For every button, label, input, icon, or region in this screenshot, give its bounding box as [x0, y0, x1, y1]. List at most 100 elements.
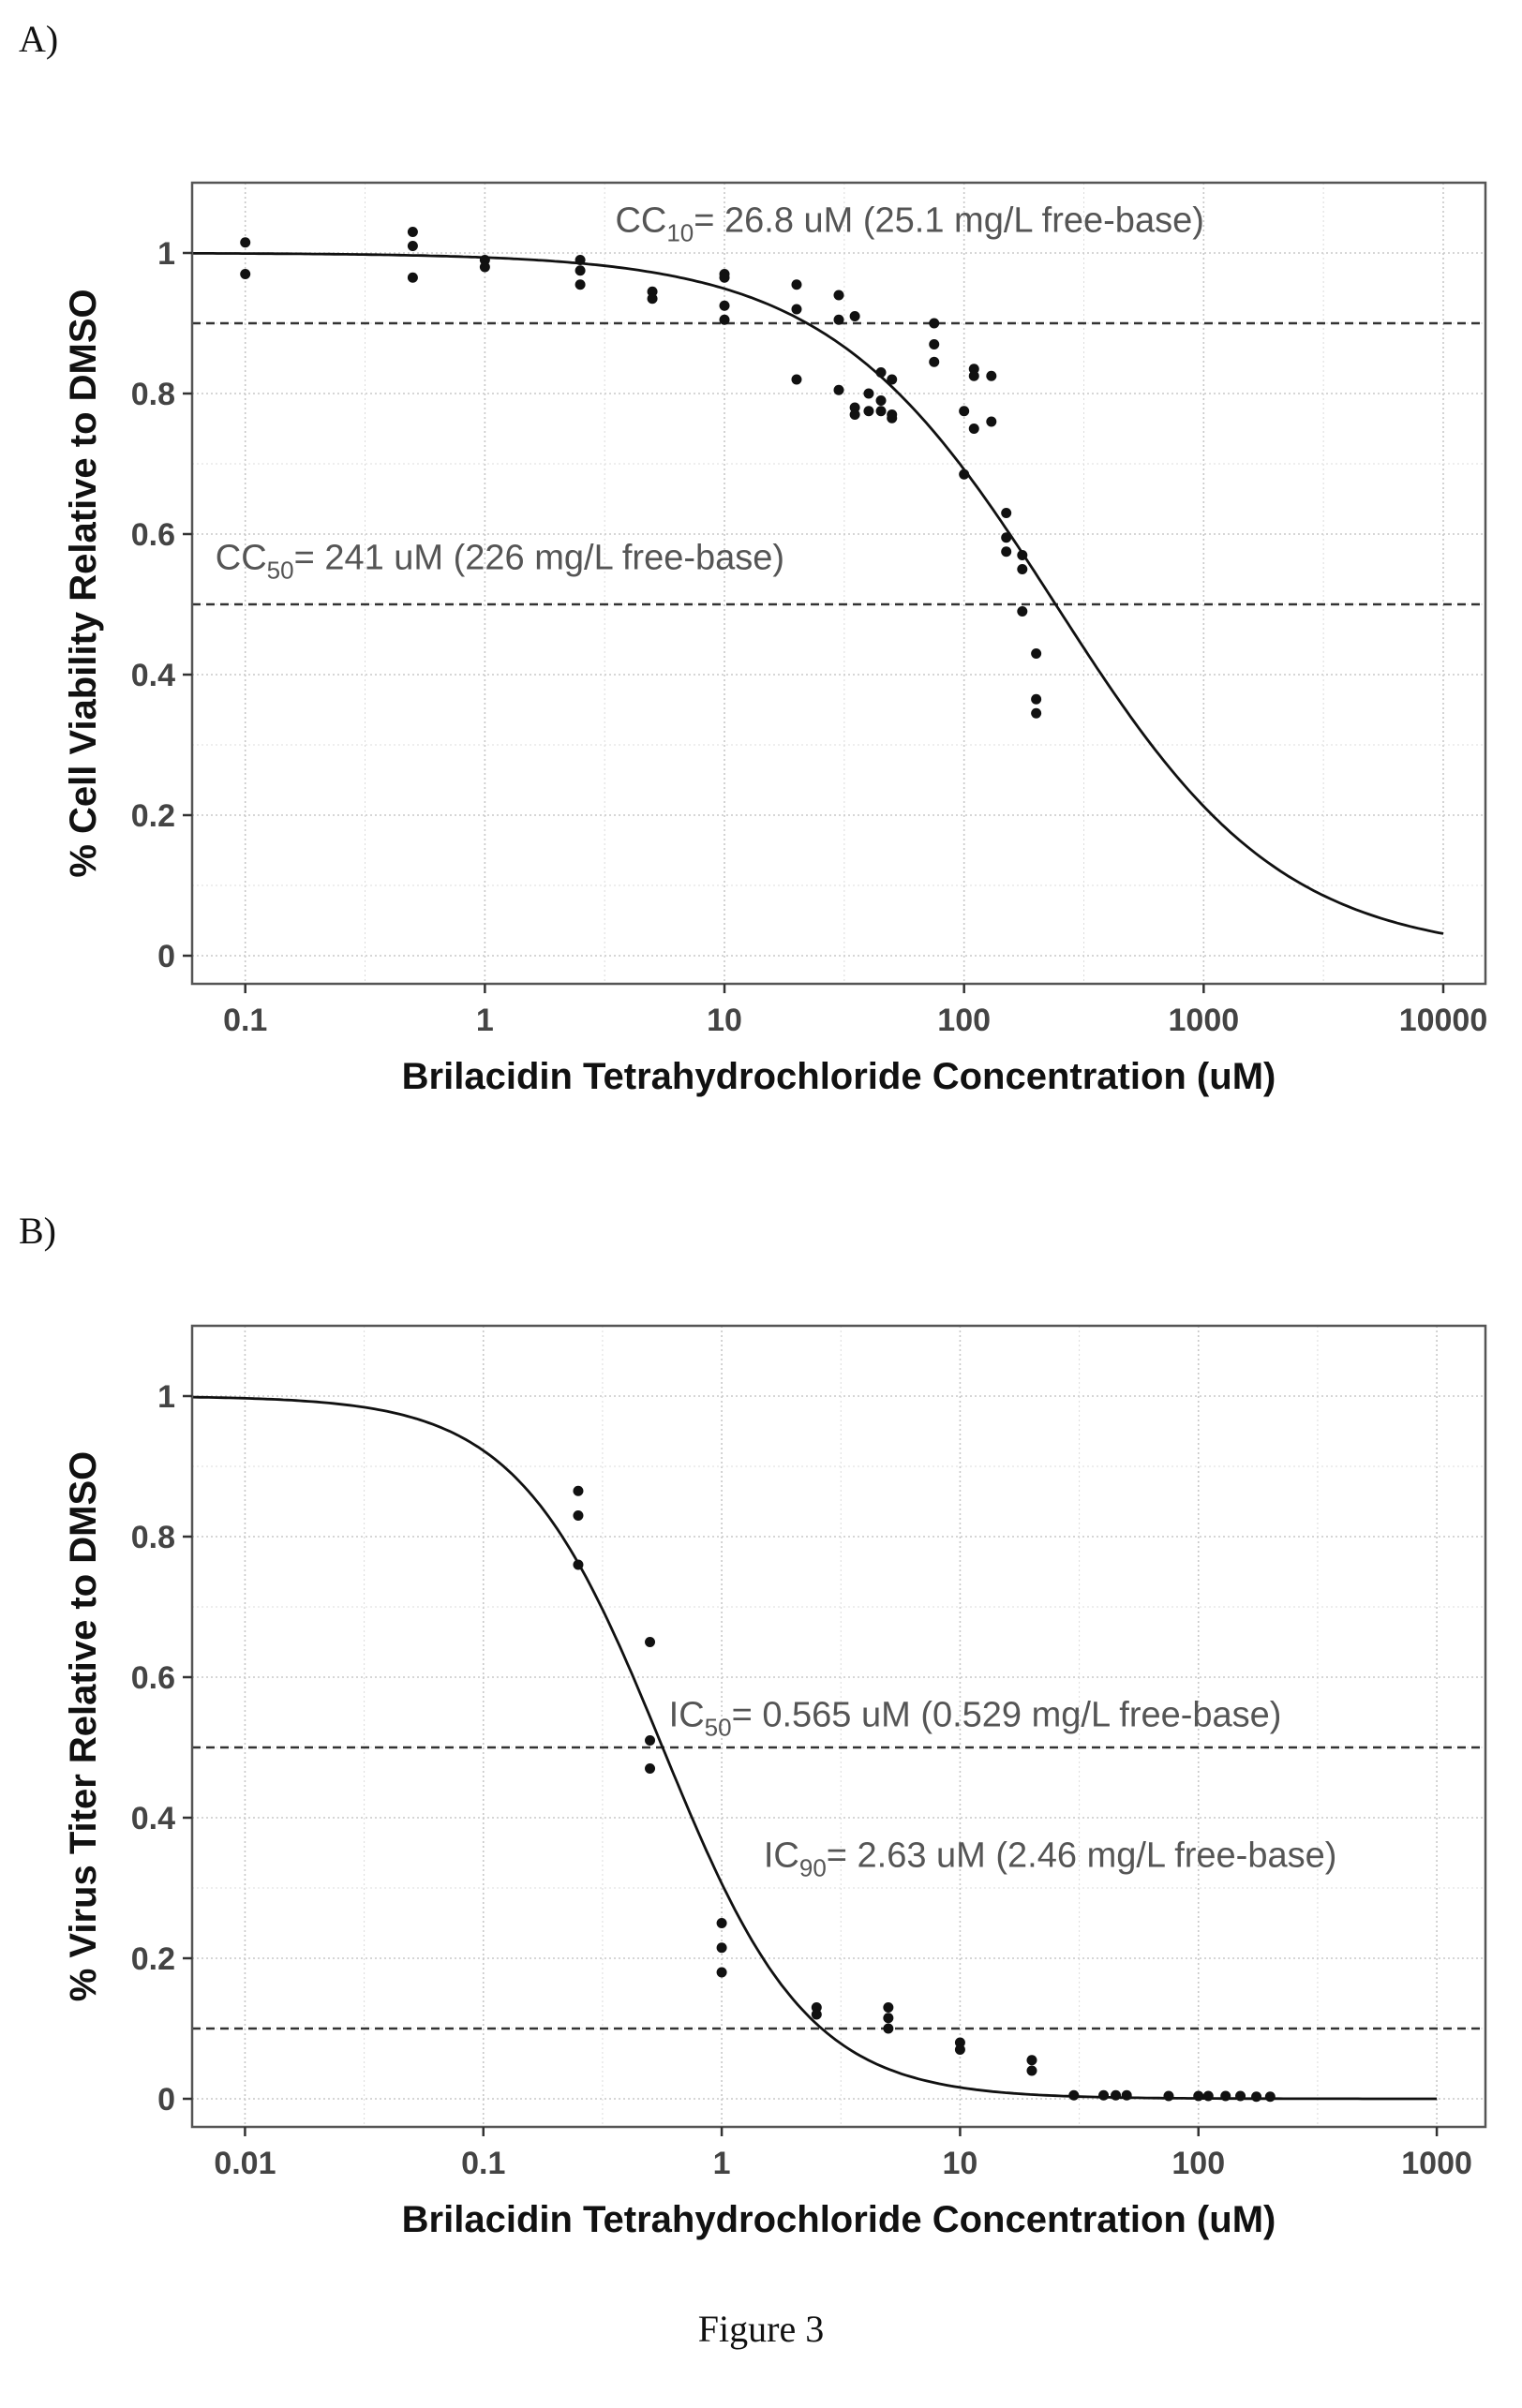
c1-data-point	[647, 293, 658, 305]
c2-data-point	[573, 1510, 584, 1521]
c1-data-point	[1017, 606, 1028, 617]
c1-data-point	[1017, 564, 1028, 574]
c1-y-axis-title: % Cell Viability Relative to DMSO	[63, 289, 104, 877]
c1-annotation-2: CC50= 241 uM (226 mg/L free-base)	[216, 539, 784, 585]
c1-data-point	[875, 367, 887, 378]
c1-x-tick-label: 10	[707, 1003, 742, 1038]
c2-x-tick-label: 1	[713, 2146, 731, 2181]
c2-y-axis-title: % Virus Titer Relative to DMSO	[63, 1451, 104, 2002]
c1-data-point	[833, 314, 844, 325]
c2-data-point	[1193, 2090, 1204, 2102]
c1-data-point	[833, 290, 844, 301]
c2-data-point	[1264, 2091, 1276, 2103]
c1-y-tick-label: 0.8	[131, 377, 175, 412]
c2-data-point	[1026, 2065, 1037, 2076]
c1-data-point	[1001, 508, 1012, 518]
c2-annotation-text: = 2.63 uM (2.46 mg/L free-base)	[827, 1836, 1337, 1876]
c1-x-tick-label: 10000	[1399, 1003, 1488, 1038]
c2-data-point	[573, 1559, 584, 1570]
figure-caption: Figure 3	[697, 2308, 825, 2350]
c1-annotation-text: = 241 uM (226 mg/L free-base)	[294, 539, 784, 578]
c2-y-tick-label: 0.4	[131, 1801, 175, 1836]
c1-data-point	[968, 424, 979, 434]
c1-data-point	[240, 269, 251, 279]
c1-y-tick-label: 0.2	[131, 798, 175, 834]
virus-titer-chart: 0.01 0.1 1 10 100 1000 0 0.2 0.4 0.6 0.8 1 Brilacidi…	[63, 1324, 1487, 2240]
c2-data-point	[1111, 2089, 1122, 2101]
c1-data-point	[887, 374, 898, 385]
c2-annotation-subscript: 50	[705, 1714, 732, 1742]
c1-data-point	[719, 314, 730, 325]
c2-data-point	[1068, 2089, 1080, 2101]
c1-fit-curve	[192, 252, 1444, 935]
c1-data-point	[1031, 648, 1042, 659]
c1-data-point	[929, 318, 940, 329]
c2-data-point	[1220, 2090, 1231, 2102]
c1-annotation-prefix: CC	[615, 201, 666, 241]
cell-viability-chart: 0.1 1 10 100 1000 10000 0 0.2 0.4 0.6 0.8 1 Brilacid…	[63, 181, 1488, 1097]
c1-data-point	[929, 339, 940, 349]
c2-x-tick-label: 0.01	[214, 2146, 276, 2181]
c1-data-point	[875, 395, 887, 406]
c1-annotation-subscript: 10	[666, 219, 694, 247]
c2-x-tick-label: 100	[1171, 2146, 1225, 2181]
panel-b-label: B)	[19, 1210, 56, 1252]
c2-x-axis-title: Brilacidin Tetrahydrochloride Concentrat…	[402, 2199, 1276, 2240]
c1-data-point	[959, 468, 970, 480]
c1-data-point	[479, 261, 490, 273]
c2-annotation-text: = 0.565 uM (0.529 mg/L free-base)	[732, 1696, 1282, 1735]
c1-data-point	[887, 412, 898, 424]
c2-data-point	[883, 2023, 894, 2034]
c2-data-point	[883, 2013, 894, 2024]
c2-data-point	[1251, 2091, 1262, 2103]
c1-annotation-text: = 26.8 uM (25.1 mg/L free-base)	[694, 201, 1204, 241]
c2-data-point	[883, 2002, 894, 2013]
c1-data-point	[986, 416, 997, 427]
c1-data-point	[1031, 707, 1042, 719]
c1-x-tick-label: 1	[476, 1003, 494, 1038]
c2-y-tick-label: 0.2	[131, 1941, 175, 1977]
c1-plot-frame	[190, 181, 1487, 986]
c1-x-tick-label: 0.1	[223, 1003, 267, 1038]
c1-data-point	[833, 384, 844, 395]
c2-data-point	[1121, 2089, 1132, 2101]
c1-data-point	[407, 241, 418, 251]
c1-data-point	[1001, 532, 1012, 543]
c1-x-tick-label: 100	[937, 1003, 991, 1038]
c1-data-point	[849, 409, 860, 420]
c1-x-axis-title: Brilacidin Tetrahydrochloride Concentrat…	[402, 1056, 1276, 1097]
c2-annotation-1: IC50= 0.565 uM (0.529 mg/L free-base)	[669, 1696, 1282, 1742]
c2-data-point	[645, 1637, 656, 1647]
c1-y-tick-label: 0.6	[131, 517, 175, 553]
c2-x-tick-label: 1000	[1401, 2146, 1472, 2181]
c2-annotation-subscript: 90	[799, 1854, 827, 1882]
c2-plot-background	[192, 1326, 1485, 2127]
c1-y-tick-label: 1	[157, 236, 175, 272]
c1-data-point	[849, 311, 860, 321]
c1-annotation-subscript: 50	[267, 557, 294, 585]
c1-data-point	[863, 388, 874, 399]
c1-data-point	[719, 300, 730, 311]
c2-data-point	[954, 2044, 965, 2055]
c1-data-point	[959, 406, 970, 417]
c1-y-tick-label: 0.4	[131, 658, 175, 693]
c1-data-point	[875, 406, 887, 417]
c1-data-point	[791, 374, 802, 385]
c2-data-point	[645, 1735, 656, 1746]
c2-data-point	[1202, 2090, 1214, 2102]
c1-plot-background	[192, 183, 1485, 984]
c1-data-point	[574, 255, 586, 265]
c2-data-point	[716, 1967, 727, 1978]
c2-annotation-2: IC90= 2.63 uM (2.46 mg/L free-base)	[764, 1836, 1337, 1882]
c1-annotation-prefix: CC	[216, 539, 267, 578]
c1-data-points	[240, 227, 1042, 719]
c1-data-point	[719, 272, 730, 283]
c1-x-tick-label: 1000	[1169, 1003, 1240, 1038]
c1-data-point	[574, 279, 586, 290]
c2-y-tick-label: 0.6	[131, 1660, 175, 1696]
c1-data-point	[986, 370, 997, 381]
c1-data-point	[968, 370, 979, 381]
c2-data-point	[1098, 2089, 1110, 2101]
c2-data-point	[573, 1485, 584, 1496]
panel-a-label: A)	[19, 18, 59, 60]
